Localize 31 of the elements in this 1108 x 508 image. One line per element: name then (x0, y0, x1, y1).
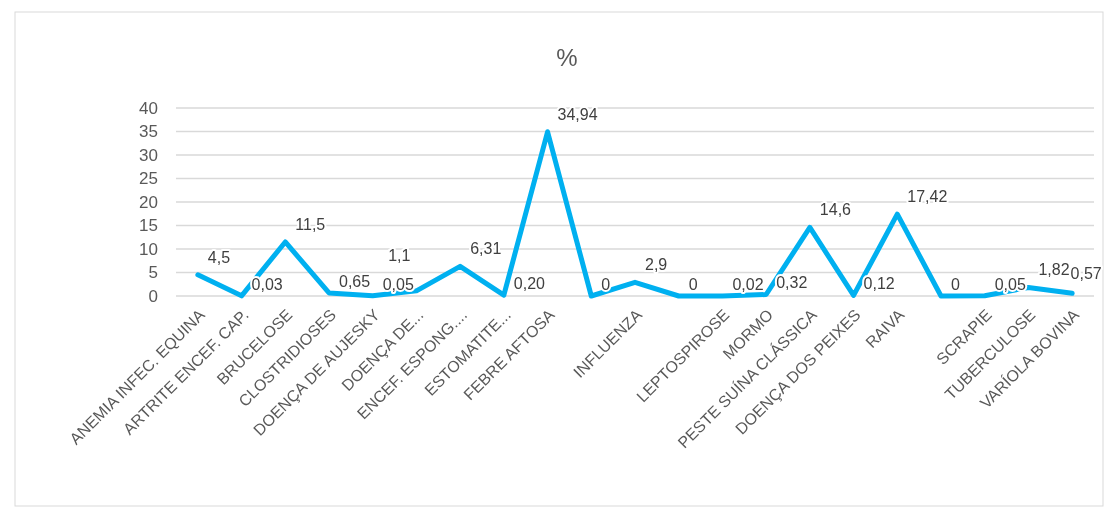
y-tick-label: 25 (139, 169, 158, 189)
data-label: 14,6 (819, 201, 852, 219)
data-label: 0,32 (776, 274, 808, 292)
data-label: 17,42 (907, 188, 948, 206)
data-label: 1,82 (1038, 261, 1070, 279)
data-label: 6,31 (470, 240, 502, 258)
data-label: 34,94 (557, 105, 598, 123)
data-label: 0,02 (732, 275, 764, 293)
data-label: 4,5 (207, 248, 231, 266)
data-label: 0,57 (1070, 265, 1102, 283)
y-tick-label: 35 (139, 122, 158, 142)
y-tick-label: 15 (139, 216, 158, 236)
y-tick-label: 30 (139, 145, 158, 165)
data-label: 0 (601, 276, 611, 293)
y-tick-label: 5 (148, 263, 158, 283)
data-label: 0,03 (251, 275, 283, 293)
data-label: 2,9 (645, 256, 668, 274)
y-tick-label: 20 (139, 192, 158, 212)
y-tick-label: 0 (148, 286, 158, 306)
y-tick-label: 10 (139, 239, 158, 259)
data-label: 0,05 (382, 275, 414, 293)
data-label: 0,12 (863, 275, 895, 293)
data-label: 1,1 (388, 246, 411, 264)
data-label: 11,5 (295, 215, 326, 233)
data-label: 0,20 (513, 275, 546, 293)
y-tick-label: 40 (139, 98, 158, 118)
data-label: 0,65 (339, 272, 371, 290)
chart-title: % (556, 44, 578, 71)
data-label: 0 (951, 276, 960, 293)
data-label: 0 (688, 276, 698, 293)
data-label: 0,05 (994, 275, 1026, 293)
